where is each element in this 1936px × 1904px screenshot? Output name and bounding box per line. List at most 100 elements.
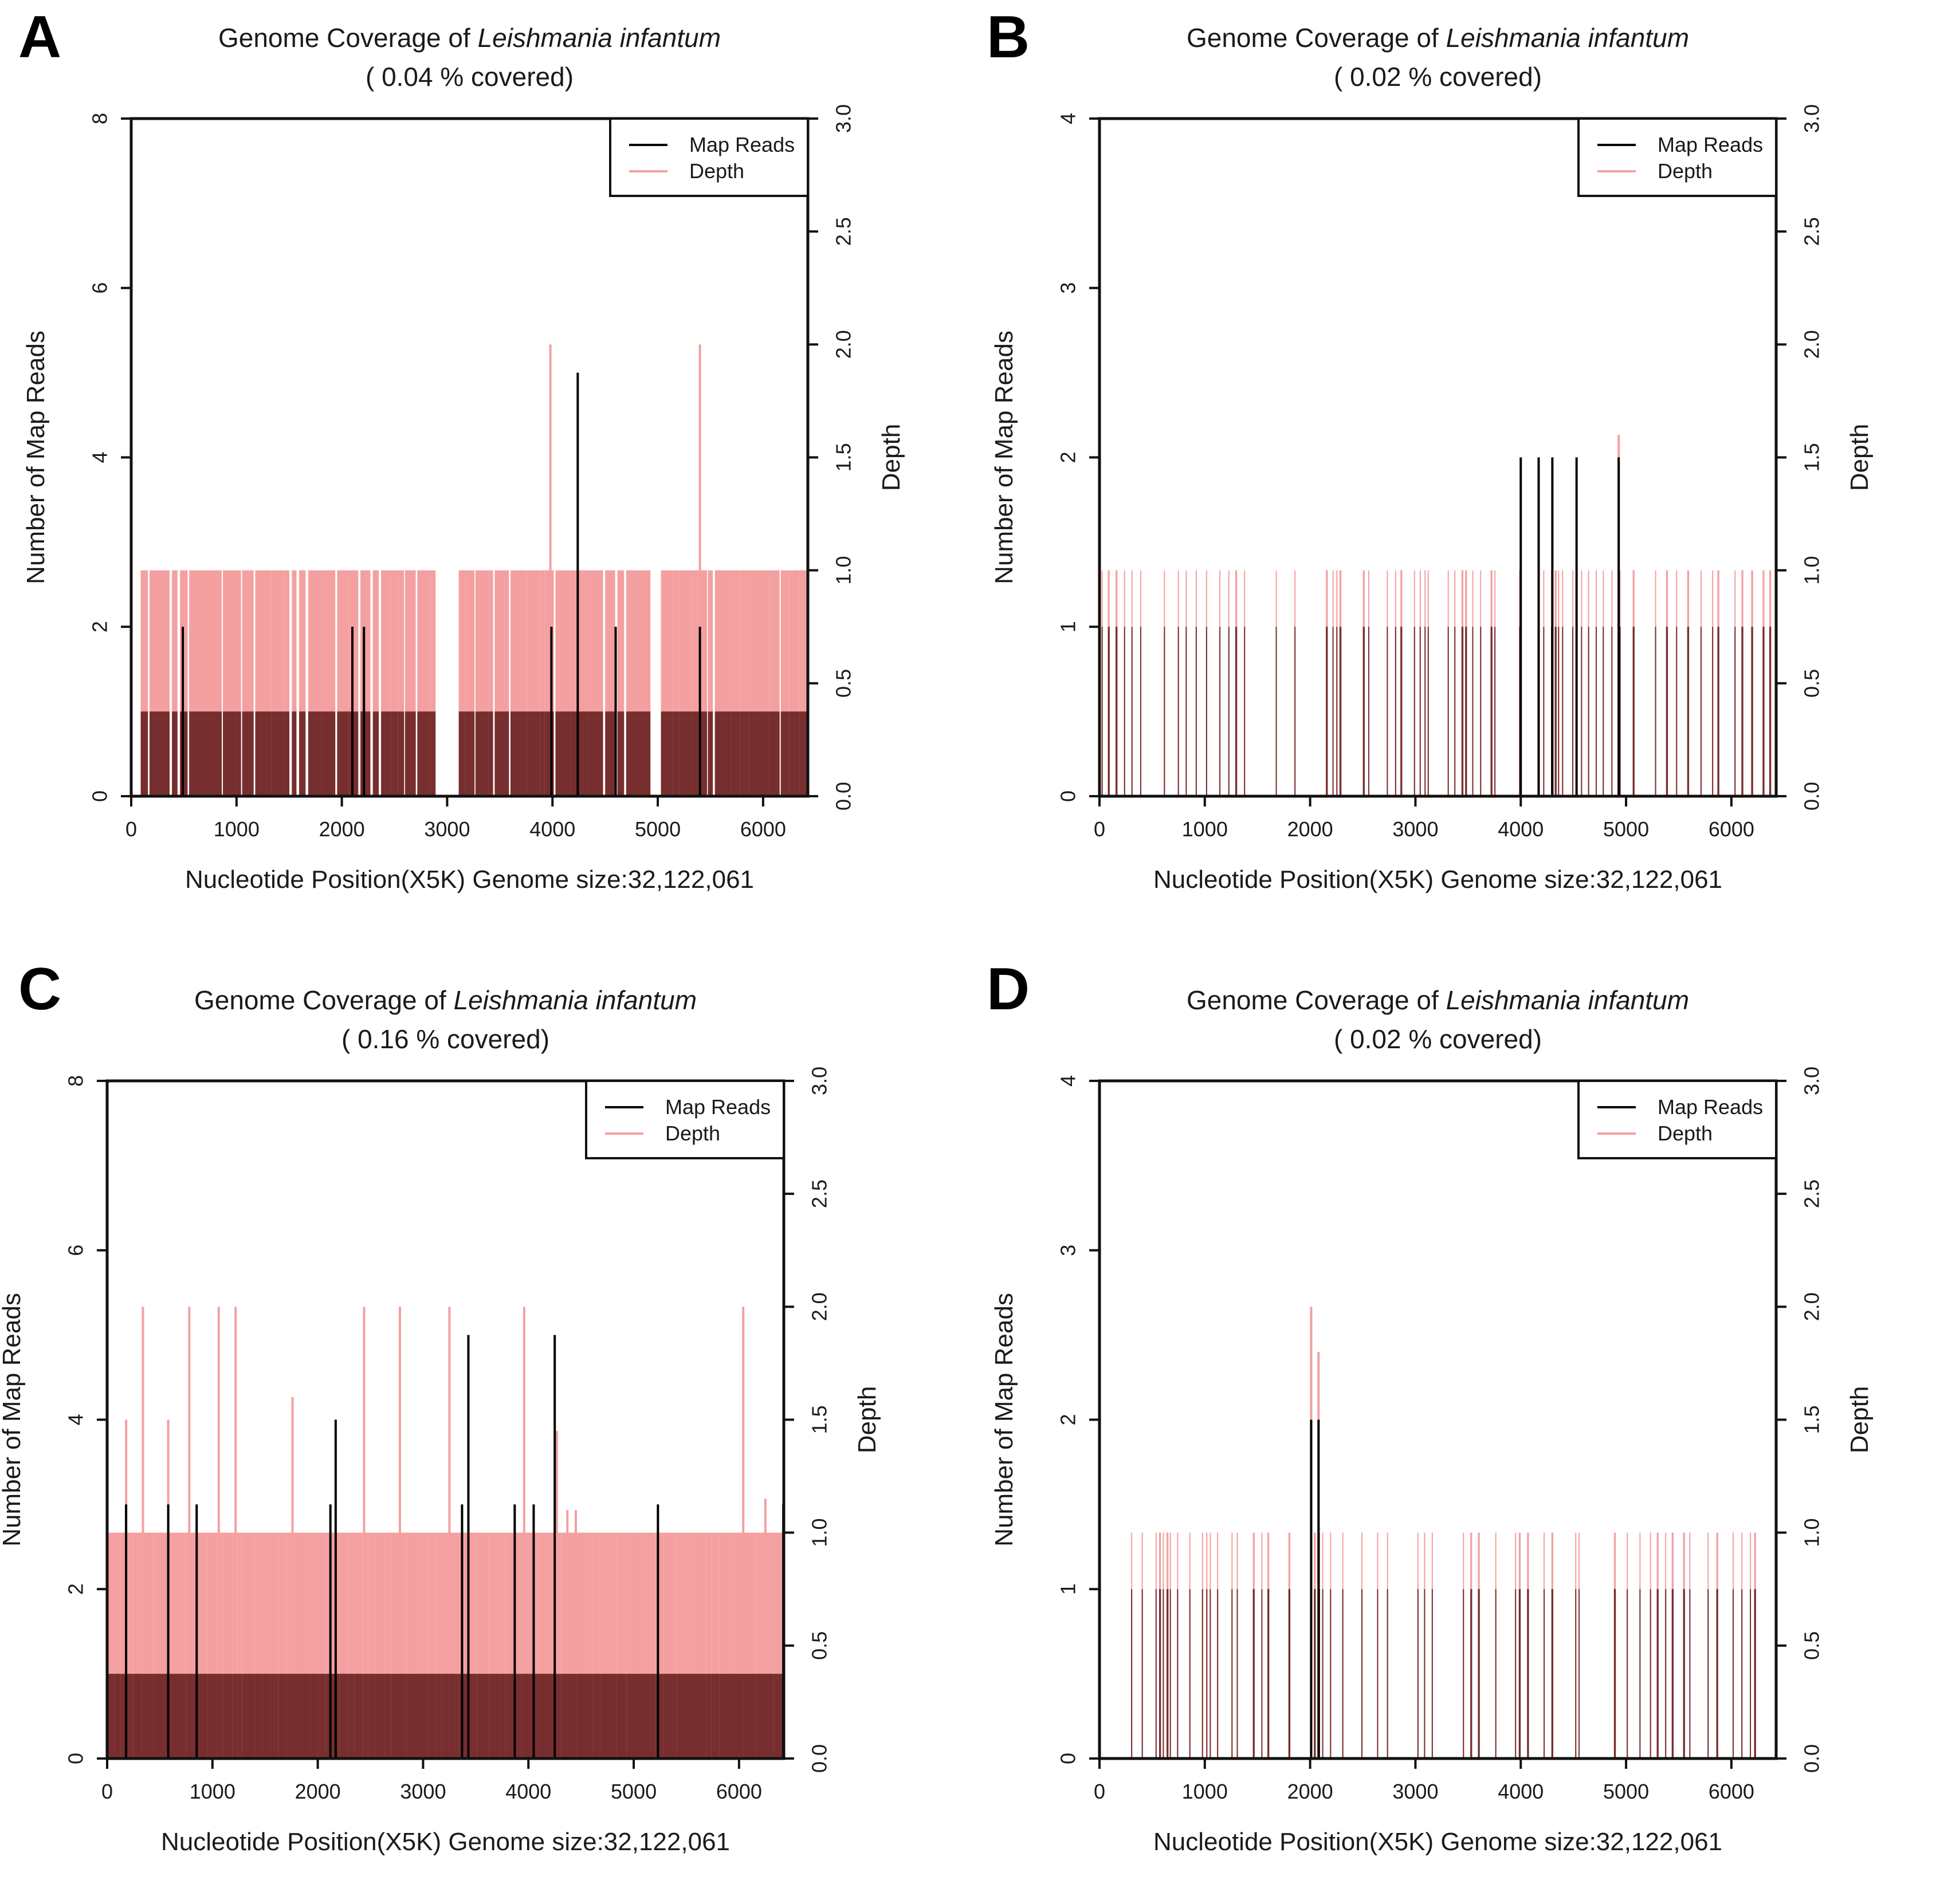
- read-bar: [120, 1674, 125, 1759]
- depth-bar: [292, 570, 297, 796]
- y2-tick-label: 1.5: [832, 443, 855, 471]
- read-bar: [133, 1674, 142, 1759]
- y-axis-label: Number of Map Reads: [990, 331, 1018, 584]
- y-tick-label: 4: [1057, 113, 1080, 124]
- y2-tick-label: 1.0: [832, 556, 855, 585]
- y-tick-label: 8: [64, 1075, 88, 1087]
- read-bar: [1769, 627, 1772, 796]
- read-bar: [391, 1674, 406, 1759]
- y-axis-label: Number of Map Reads: [990, 1293, 1018, 1547]
- depth-bar: [500, 1532, 506, 1759]
- read-peak: [334, 1419, 337, 1759]
- depth-peak: [566, 1510, 569, 1759]
- chart-subtitle: ( 0.04 % covered): [366, 62, 574, 92]
- read-bar: [195, 1674, 201, 1759]
- y-tick-label: 4: [1057, 1075, 1080, 1087]
- read-bar: [153, 1674, 167, 1759]
- legend-label-reads: Map Reads: [689, 133, 795, 156]
- x-tick-label: 2000: [1287, 817, 1333, 841]
- read-bar: [1754, 1589, 1756, 1759]
- read-bar: [1558, 627, 1560, 796]
- read-bar: [1581, 627, 1582, 796]
- x-tick-label: 2000: [319, 817, 365, 841]
- depth-bar: [673, 570, 679, 796]
- read-bar: [1368, 627, 1369, 796]
- y2-axis-label: Depth: [1845, 424, 1874, 491]
- read-bar: [296, 1674, 311, 1759]
- read-bar: [1551, 1589, 1554, 1759]
- panel-d: D Genome Coverage of Leishmania infantum (…: [968, 952, 1936, 1904]
- read-peak: [576, 372, 579, 796]
- read-bar: [1339, 627, 1342, 796]
- read-bar: [1650, 1589, 1651, 1759]
- depth-bar: [708, 570, 713, 796]
- read-bar: [449, 1674, 454, 1759]
- read-bar: [417, 711, 431, 796]
- read-bar: [255, 711, 272, 796]
- read-bar: [442, 1674, 449, 1759]
- y2-tick-label: 3.0: [808, 1067, 831, 1095]
- read-peak: [1310, 1419, 1313, 1759]
- coverage-chart-d: D Genome Coverage of Leishmania infantum (…: [987, 956, 1874, 1856]
- read-bar: [1244, 627, 1246, 796]
- depth-bar: [677, 1532, 684, 1759]
- y2-tick-label: 0.5: [1800, 669, 1824, 698]
- read-bar: [270, 1674, 278, 1759]
- read-peak: [1317, 1419, 1320, 1759]
- y-tick-label: 4: [64, 1414, 88, 1425]
- y-axis-left: 0 1 2 3 4: [1057, 113, 1099, 802]
- y-axis-left: 0 2 4 6 8: [88, 113, 131, 802]
- x-tick-label: 4000: [529, 817, 575, 841]
- read-bar: [600, 1674, 616, 1759]
- read-bar: [521, 1674, 538, 1759]
- depth-bar: [692, 570, 698, 796]
- read-bar: [1671, 1589, 1674, 1759]
- x-axis: 0 1000 2000 3000 4000 5000 6000: [125, 796, 786, 841]
- x-axis: 0 1000 2000 3000 4000 5000 6000: [1094, 1759, 1754, 1803]
- depth-peak: [399, 1307, 402, 1759]
- read-bar: [242, 1674, 255, 1759]
- depth-bar: [454, 1532, 459, 1759]
- depth-bar: [299, 570, 306, 796]
- depth-bar: [442, 1532, 449, 1759]
- read-bar: [1400, 627, 1403, 796]
- read-bar: [769, 711, 780, 796]
- depth-bar: [458, 570, 466, 796]
- read-bar: [201, 1674, 208, 1759]
- read-bar: [537, 1674, 548, 1759]
- legend-label-reads: Map Reads: [1658, 1095, 1763, 1119]
- panel-label: B: [987, 4, 1030, 70]
- legend-label-reads: Map Reads: [665, 1095, 771, 1119]
- read-bar: [505, 1674, 514, 1759]
- read-bar: [1562, 627, 1564, 796]
- read-bar: [561, 1674, 577, 1759]
- read-bar: [1314, 1589, 1316, 1759]
- read-bar: [435, 1674, 442, 1759]
- read-bar: [477, 1674, 489, 1759]
- y2-tick-label: 0.0: [1800, 1744, 1824, 1773]
- read-bar: [661, 711, 673, 796]
- read-peak: [363, 627, 366, 796]
- read-bar: [1461, 627, 1464, 796]
- read-bar: [1288, 1589, 1291, 1759]
- depth-bar: [617, 570, 625, 796]
- read-bar: [1377, 1589, 1379, 1759]
- read-bar: [167, 1674, 178, 1759]
- coverage-chart-c: C Genome Coverage of Leishmania infantum (…: [0, 956, 881, 1856]
- depth-peak: [698, 344, 701, 796]
- depth-bar: [348, 1532, 355, 1759]
- y2-tick-label: 0.5: [832, 669, 855, 698]
- read-bar: [1159, 1589, 1161, 1759]
- depth-bar: [778, 1532, 784, 1759]
- x-tick-label: 5000: [611, 1780, 657, 1803]
- read-bar: [1707, 1589, 1709, 1759]
- read-bar: [638, 711, 651, 796]
- y-tick-label: 0: [64, 1753, 88, 1764]
- read-bar: [237, 1674, 242, 1759]
- depth-bar: [149, 570, 155, 796]
- y-tick-label: 1: [1057, 1583, 1080, 1595]
- read-bar: [1228, 627, 1230, 796]
- read-bar: [1124, 627, 1125, 796]
- read-bar: [616, 1674, 627, 1759]
- x-axis: 0 1000 2000 3000 4000 5000 6000: [101, 1759, 762, 1803]
